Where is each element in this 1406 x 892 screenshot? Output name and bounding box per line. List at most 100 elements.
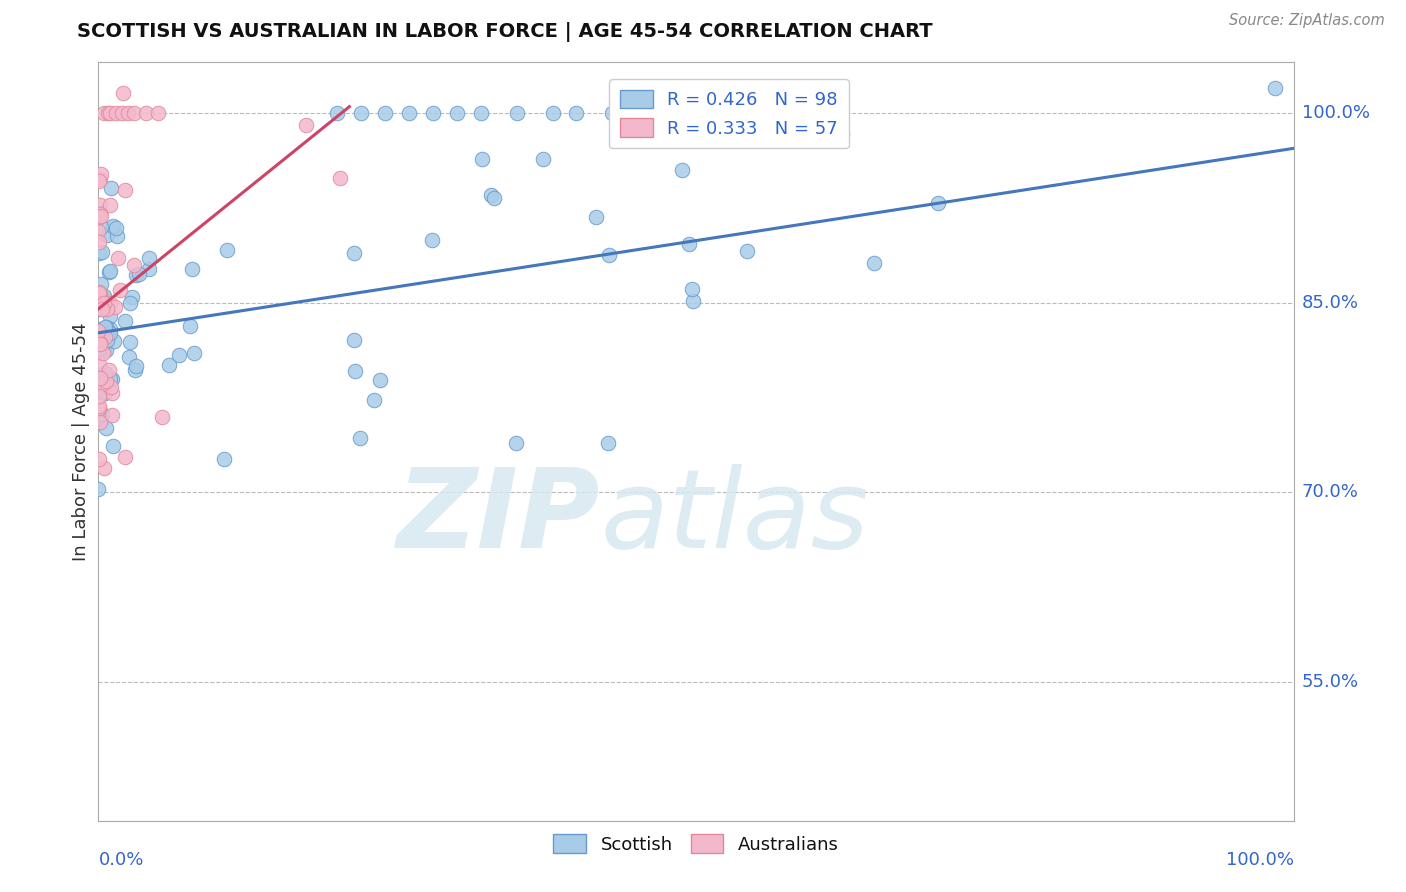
Point [87, 401, 110, 415]
Point [167, 348, 190, 362]
Point [124, 106, 146, 120]
Point [90, 377, 112, 392]
Point [111, 87, 134, 101]
Point [329, 170, 352, 185]
Point [505, 435, 527, 450]
Point [89, 245, 111, 260]
Point [482, 191, 505, 205]
Point [831, 127, 853, 141]
Y-axis label: In Labor Force | Age 45-54: In Labor Force | Age 45-54 [72, 322, 90, 561]
Point [138, 252, 160, 266]
Point [506, 106, 529, 120]
Point [93, 343, 115, 357]
Point [114, 314, 136, 328]
Point [104, 221, 127, 235]
Point [105, 228, 128, 243]
Point [87, 324, 110, 338]
Point [87, 482, 110, 496]
Point [87, 357, 110, 371]
Point [93, 106, 115, 120]
Point [98, 198, 121, 212]
Point [87, 330, 110, 344]
Point [1264, 80, 1286, 95]
Point [87, 295, 110, 310]
Point [107, 251, 129, 265]
Point [89, 370, 111, 384]
Point [678, 237, 700, 252]
Point [87, 451, 110, 466]
Point [212, 451, 235, 466]
Point [125, 268, 148, 283]
Point [89, 336, 111, 351]
Point [110, 283, 132, 297]
Point [103, 219, 125, 233]
Point [780, 81, 803, 95]
Point [101, 386, 124, 401]
Point [91, 346, 114, 360]
Point [93, 460, 115, 475]
Point [98, 326, 121, 340]
Point [93, 296, 115, 310]
Point [103, 334, 125, 349]
Point [118, 295, 141, 310]
Point [93, 330, 115, 344]
Point [122, 258, 145, 272]
Point [90, 322, 112, 336]
Point [111, 106, 134, 120]
Point [105, 106, 128, 120]
Point [89, 206, 111, 220]
Point [87, 387, 110, 401]
Point [98, 265, 121, 279]
Point [100, 181, 122, 195]
Point [585, 211, 607, 225]
Point [100, 408, 122, 422]
Point [343, 364, 366, 378]
Point [114, 183, 136, 197]
Point [118, 334, 141, 349]
Text: ZIP: ZIP [396, 464, 600, 571]
Point [87, 210, 110, 224]
Point [682, 282, 704, 296]
Point [98, 106, 122, 120]
Point [343, 246, 366, 260]
Point [94, 374, 117, 388]
Point [104, 300, 127, 314]
Point [565, 106, 588, 120]
Point [89, 415, 111, 429]
Point [98, 322, 121, 336]
Point [138, 262, 160, 277]
Point [598, 436, 620, 450]
Point [673, 106, 696, 120]
Point [90, 410, 112, 425]
Point [89, 174, 111, 188]
Text: 100.0%: 100.0% [1302, 104, 1369, 122]
Point [183, 345, 205, 359]
Point [422, 106, 444, 120]
Point [598, 248, 620, 262]
Point [602, 106, 624, 120]
Text: atlas: atlas [600, 464, 869, 571]
Point [93, 289, 115, 303]
Point [87, 224, 110, 238]
Point [124, 363, 146, 377]
Point [94, 385, 117, 400]
Point [93, 293, 115, 307]
Point [94, 421, 117, 435]
Point [90, 407, 112, 421]
Point [89, 207, 111, 221]
Point [98, 296, 121, 310]
Point [87, 342, 110, 356]
Point [87, 285, 110, 300]
Point [118, 350, 141, 364]
Point [128, 267, 150, 281]
Point [94, 319, 117, 334]
Point [97, 106, 120, 120]
Text: 100.0%: 100.0% [1226, 851, 1294, 869]
Point [90, 219, 112, 234]
Point [363, 393, 385, 408]
Point [96, 228, 118, 243]
Point [89, 287, 111, 301]
Point [96, 334, 118, 348]
Point [349, 431, 371, 445]
Point [91, 335, 114, 350]
